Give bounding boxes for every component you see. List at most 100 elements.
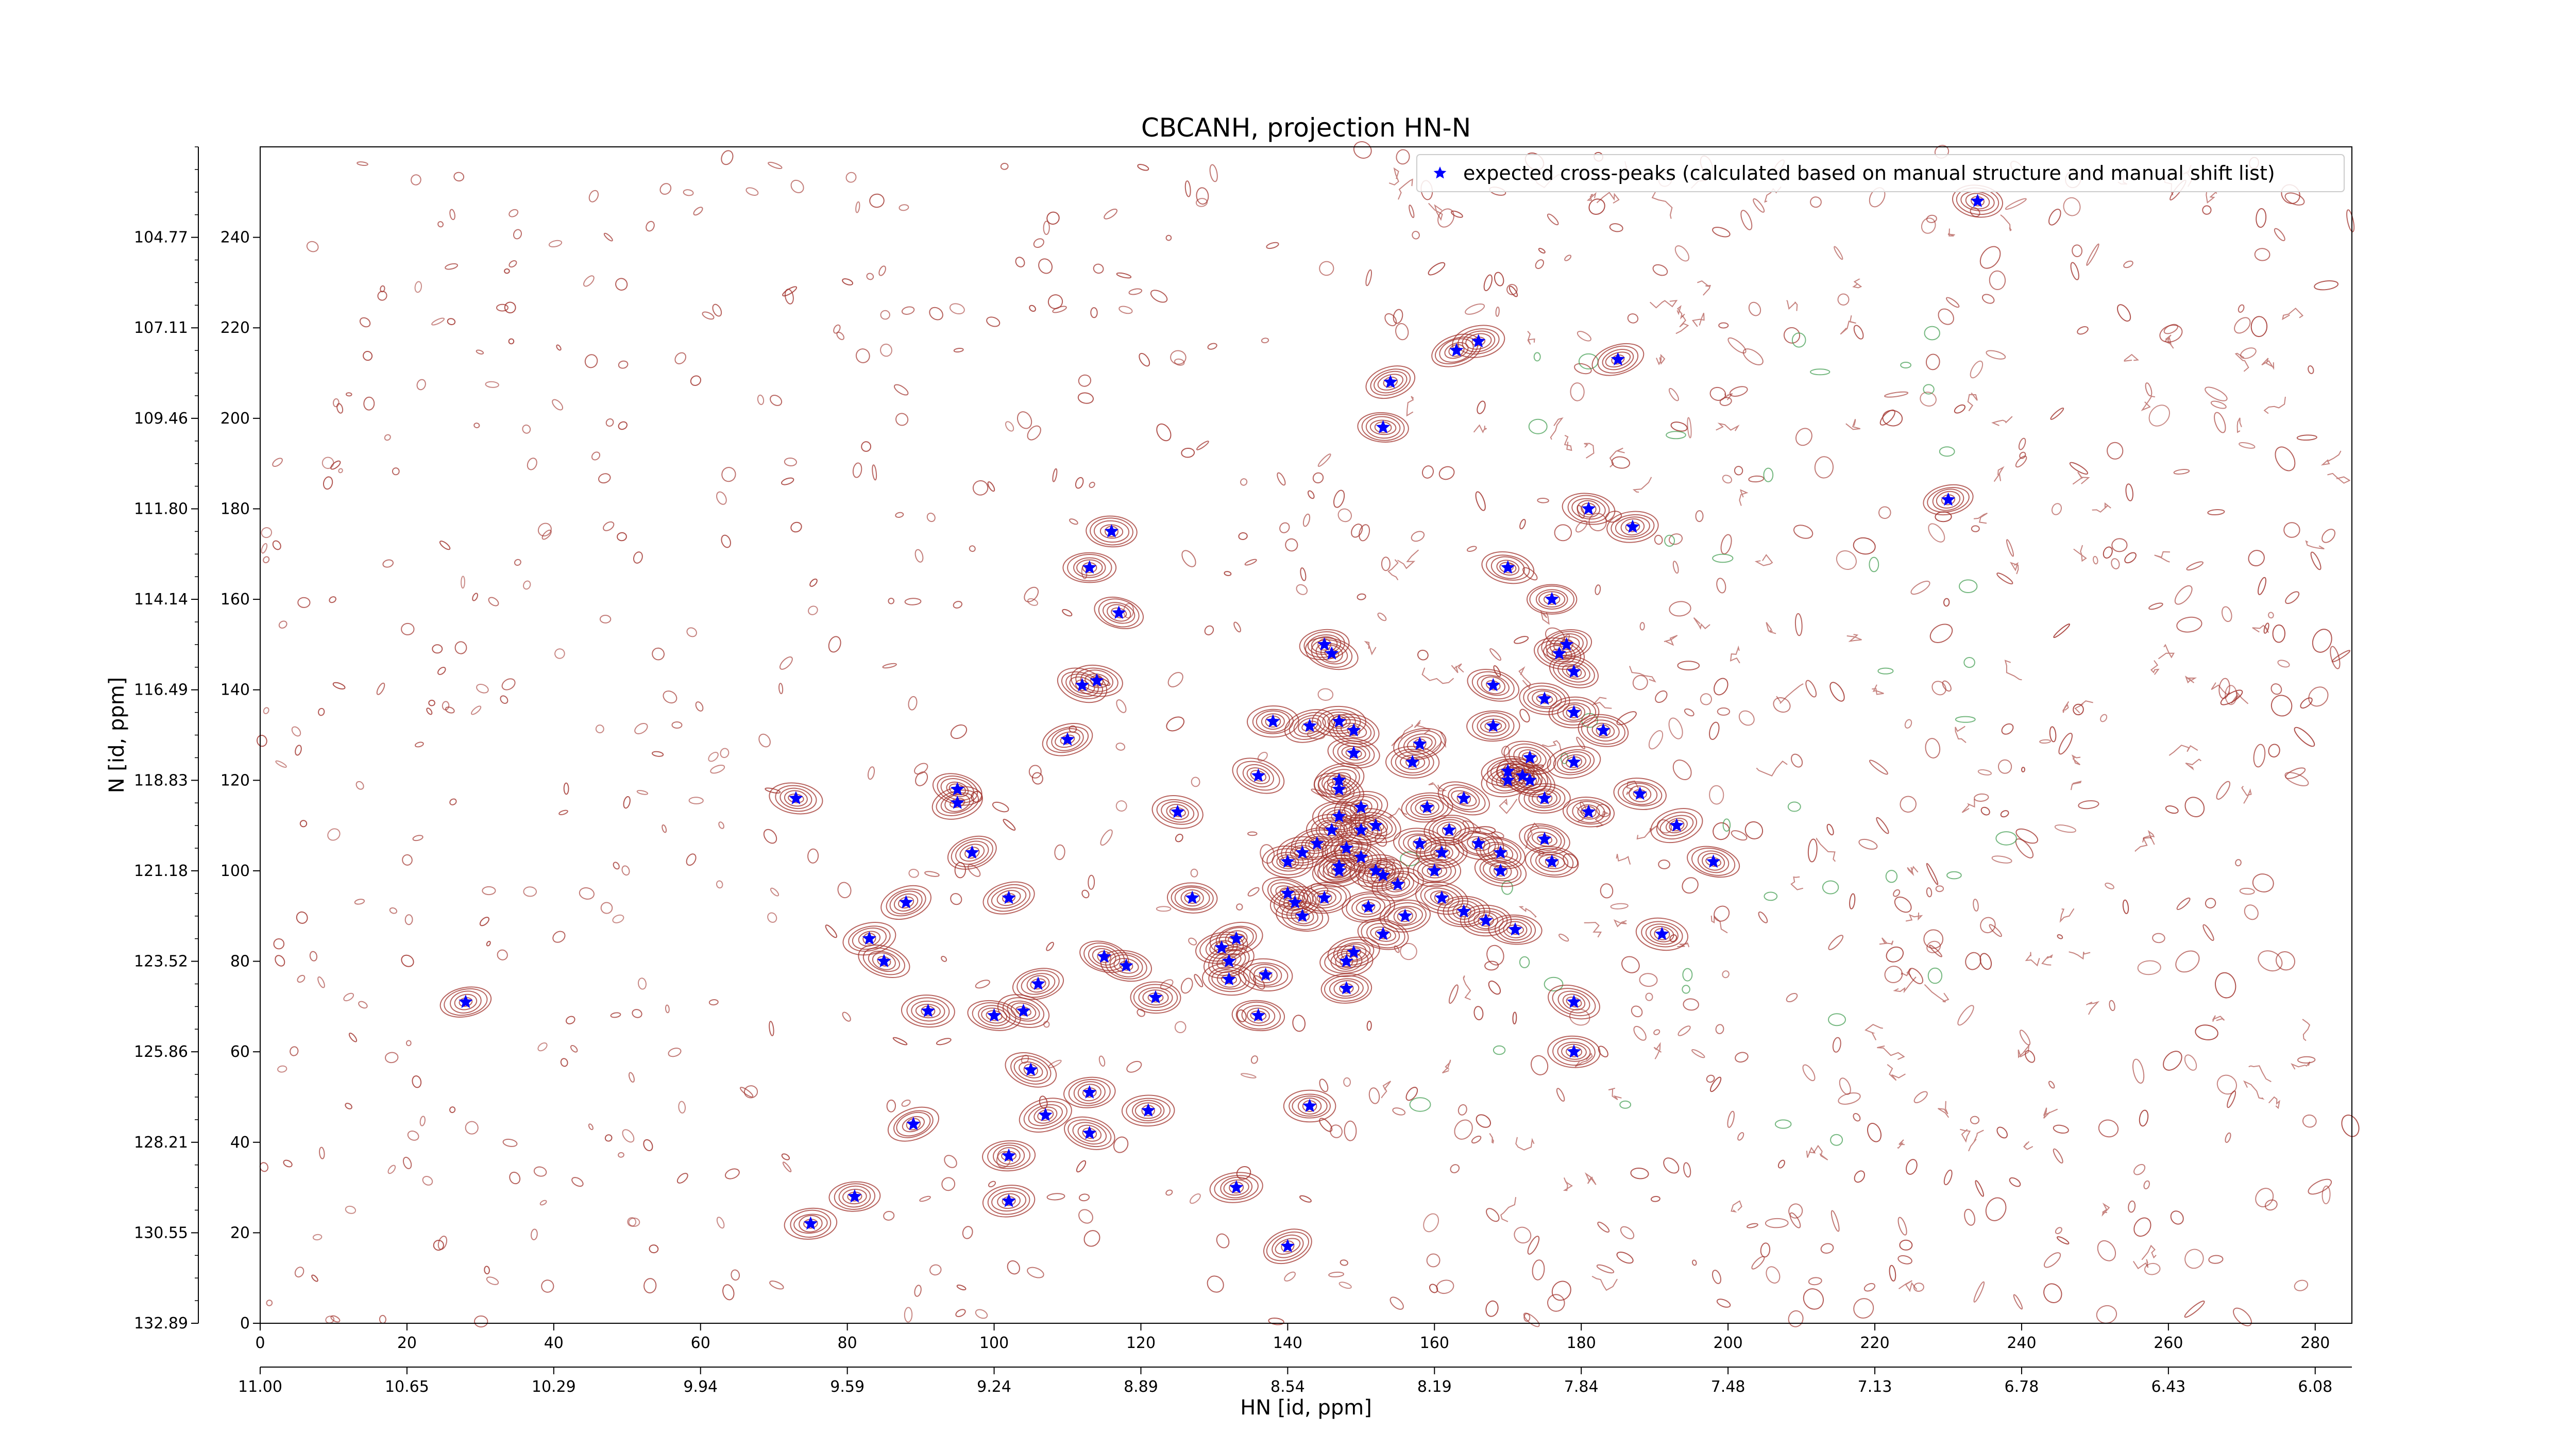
negative-contour: [1822, 880, 1839, 895]
noise-contour: [1527, 1236, 1540, 1255]
noise-contour: [2258, 950, 2283, 972]
cross-peak-marker: [1368, 818, 1383, 832]
peak-contour: [1518, 749, 1541, 766]
noise-contour-line: [1852, 278, 1862, 289]
noise-contour-line: [1846, 634, 1862, 642]
peak-contour: [1927, 487, 1970, 513]
noise-contour: [627, 1217, 637, 1227]
peak-contour: [848, 925, 891, 952]
noise-contour-line: [2231, 691, 2249, 704]
x-ppm-tick-label: 10.29: [532, 1378, 576, 1396]
cross-peak-marker: [950, 782, 964, 796]
noise-contour: [1240, 1073, 1257, 1079]
noise-contour: [321, 457, 334, 469]
peak-contour: [1355, 899, 1381, 915]
noise-contour: [1076, 1160, 1087, 1173]
negative-contour: [1828, 1013, 1846, 1026]
noise-contour: [2173, 469, 2190, 475]
noise-contour: [411, 174, 421, 186]
noise-contour: [1476, 1114, 1491, 1128]
noise-contour-line: [1613, 919, 1627, 928]
peak-contour: [1465, 333, 1492, 350]
noise-contour: [662, 824, 667, 833]
noise-contour: [708, 752, 719, 762]
peak-contour: [1232, 757, 1285, 794]
cross-peak-marker: [1082, 1085, 1097, 1099]
noise-contour: [1260, 844, 1275, 864]
noise-contour: [1558, 933, 1569, 942]
noise-contour: [767, 912, 777, 923]
noise-contour: [2063, 197, 2081, 216]
noise-contour: [1137, 1008, 1145, 1017]
peak-contour: [880, 885, 931, 920]
peak-contour: [1284, 709, 1335, 743]
noise-contour: [1090, 307, 1098, 318]
noise-contour: [2284, 772, 2309, 786]
peak-contour: [1553, 749, 1595, 776]
peak-contour: [1383, 902, 1427, 930]
noise-contour: [1538, 248, 1546, 254]
legend-box: [1416, 154, 2345, 192]
noise-contour: [693, 207, 703, 216]
noise-contour: [953, 347, 964, 353]
noise-contour: [1046, 211, 1060, 225]
peak-contour: [1451, 790, 1477, 807]
peak-contour: [1562, 664, 1586, 680]
noise-contour: [1709, 785, 1724, 805]
cross-peak-marker: [1119, 958, 1133, 972]
noise-contour-line: [2150, 660, 2160, 675]
noise-contour: [731, 1269, 740, 1281]
noise-contour: [2205, 386, 2228, 401]
noise-contour: [1277, 472, 1286, 486]
noise-contour: [1889, 1265, 1896, 1282]
noise-contour: [646, 221, 655, 232]
noise-contour: [1971, 525, 1980, 532]
noise-contour: [345, 1205, 357, 1214]
noise-contour: [299, 820, 308, 828]
noise-contour: [2250, 316, 2268, 338]
noise-contour: [600, 902, 613, 914]
peak-contour: [1357, 918, 1409, 950]
noise-contour: [2048, 1081, 2055, 1089]
noise-contour: [2148, 405, 2170, 427]
noise-contour: [377, 291, 387, 301]
noise-contour-line: [1938, 1101, 1950, 1118]
noise-contour: [1292, 1015, 1306, 1032]
peak-contour: [1665, 818, 1688, 834]
noise-contour: [1858, 838, 1878, 850]
noise-contour: [2234, 317, 2251, 334]
noise-contour: [563, 782, 569, 795]
x-index-tick-label: 140: [1273, 1334, 1302, 1352]
noise-contour: [2310, 551, 2321, 570]
noise-contour: [2145, 382, 2153, 397]
cross-peak-marker: [1060, 732, 1075, 746]
peak-contour: [1042, 723, 1093, 756]
noise-contour: [486, 1276, 499, 1285]
noise-contour: [2184, 797, 2205, 817]
noise-contour: [1946, 297, 1960, 308]
noise-contour: [2321, 529, 2336, 543]
peak-contour: [1067, 1119, 1112, 1148]
peak-contour: [1246, 1007, 1270, 1024]
noise-contour: [1532, 1259, 1545, 1280]
cross-peak-marker: [1332, 714, 1346, 728]
noise-contour: [1882, 410, 1903, 427]
noise-contour: [309, 951, 318, 962]
negative-contour: [1959, 579, 1978, 593]
noise-contour-line: [1967, 392, 1978, 412]
noise-contour: [509, 1171, 521, 1185]
noise-contour-line: [1730, 645, 1740, 664]
noise-contour: [901, 306, 915, 315]
peak-contour: [1327, 737, 1380, 769]
peak-contour: [893, 893, 919, 912]
noise-contour-line: [2263, 396, 2286, 414]
noise-contour: [880, 343, 892, 357]
noise-contour-line: [1724, 393, 1733, 400]
noise-contour: [1000, 162, 1009, 170]
peak-contour: [991, 887, 1027, 909]
noise-contour: [431, 317, 445, 326]
noise-contour-line: [1955, 726, 1967, 743]
peak-contour: [1065, 673, 1099, 697]
noise-contour: [617, 532, 627, 542]
noise-contour: [1706, 1074, 1715, 1083]
